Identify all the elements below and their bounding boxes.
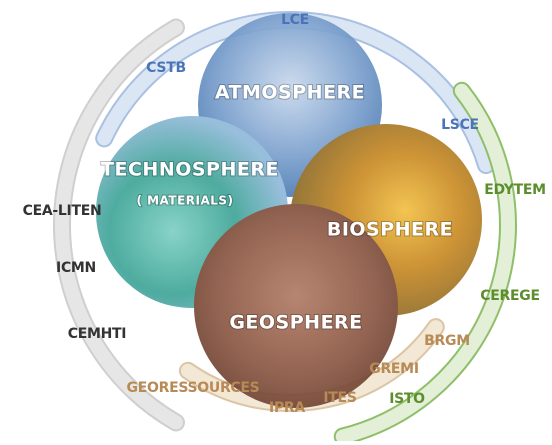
lab-label: CEREGE: [480, 288, 539, 304]
lab-label: GREMI: [369, 361, 418, 377]
diagram: ATMOSPHERE TECHNOSPHERE BIOSPHERE GEOSPHERE…: [0, 0, 552, 441]
lab-label: GEORESSOURCES: [127, 380, 260, 396]
sphere-label: TECHNOSPHERE: [101, 159, 279, 181]
sphere-sublabel: ( MATERIALS): [136, 194, 233, 208]
lab-label: CEMHTI: [68, 326, 126, 342]
lab-label: LCE: [281, 12, 309, 28]
lab-label: CSTB: [146, 60, 186, 76]
lab-label: BRGM: [424, 333, 470, 349]
lab-label: CEA-LITEN: [23, 203, 102, 219]
lab-label: ITES: [323, 390, 356, 406]
lab-label: IPRA: [269, 400, 305, 416]
lab-label: EDYTEM: [484, 182, 546, 198]
sphere-label: ATMOSPHERE: [215, 82, 365, 104]
sphere-label: GEOSPHERE: [229, 312, 362, 334]
sphere-label: BIOSPHERE: [327, 219, 453, 241]
lab-label: ISTO: [389, 391, 425, 407]
page: {"spheres": [ {"label": "ATMOSPHERE"}, {…: [0, 0, 552, 441]
lab-label: LSCE: [441, 117, 479, 133]
lab-label: ICMN: [56, 260, 96, 276]
